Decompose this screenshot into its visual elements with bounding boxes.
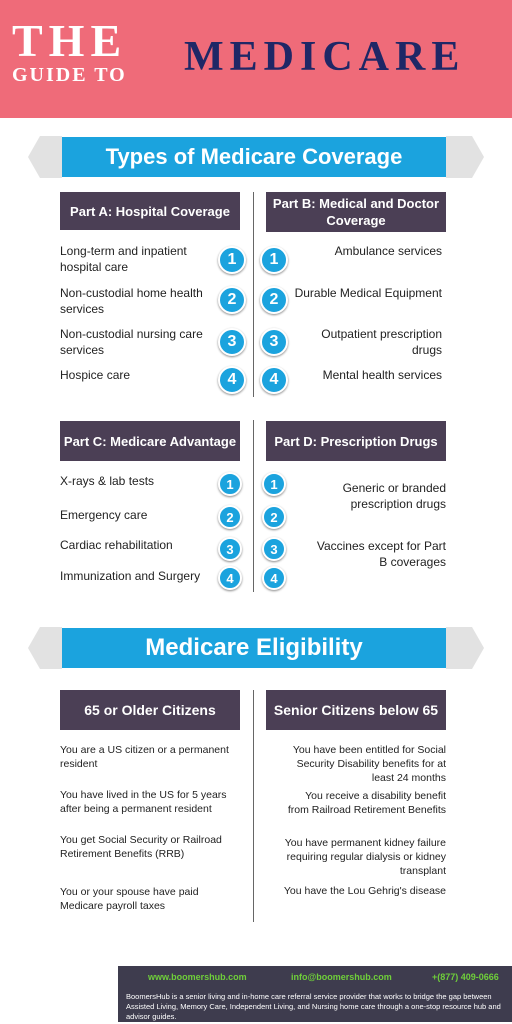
number-badge: 1 (218, 472, 242, 496)
eligibility-item: You have been entitled for Social Securi… (292, 744, 446, 784)
number-badge: 4 (262, 566, 286, 590)
number-badge: 1 (262, 472, 286, 496)
number-badge: 2 (218, 505, 242, 529)
part-header: Part B: Medical and Doctor Coverage (266, 192, 446, 232)
number-badge: 2 (260, 286, 288, 314)
coverage-item: Ambulance services (334, 244, 442, 258)
coverage-item: Cardiac rehabilitation (60, 538, 173, 552)
number-badge: 2 (262, 505, 286, 529)
section-banner: Types of Medicare Coverage (62, 137, 446, 177)
section-banner: Medicare Eligibility (62, 628, 446, 668)
header (0, 0, 512, 118)
number-badge: 1 (260, 246, 288, 274)
group-header: Senior Citizens below 65 (266, 690, 446, 730)
footer (118, 966, 512, 1022)
number-badge: 3 (262, 537, 286, 561)
number-badge: 3 (218, 328, 246, 356)
number-badge: 4 (260, 366, 288, 394)
coverage-item: Non-custodial home health services (60, 286, 203, 316)
number-badge: 3 (218, 537, 242, 561)
title-guide: GUIDE TO (12, 64, 127, 86)
coverage-item: Generic or branded prescription drugs (342, 481, 446, 511)
footer-email: info@boomershub.com (291, 972, 392, 982)
coverage-item: Non-custodial nursing care services (60, 327, 203, 357)
divider (253, 192, 254, 397)
coverage-item: Hospice care (60, 368, 131, 382)
part-header: Part C: Medicare Advantage (60, 421, 240, 461)
eligibility-item: You have permanent kidney failure requir… (284, 837, 446, 877)
divider (253, 690, 254, 922)
coverage-item: Vaccines except for Part B coverages (316, 539, 446, 569)
eligibility-item: You have the Lou Gehrig's disease (283, 885, 446, 897)
footer-description: BoomersHub is a senior living and in-hom… (126, 992, 501, 1021)
coverage-item: Long-term and inpatient hospital care (60, 244, 187, 274)
eligibility-item: You get Social Security or Railroad Reti… (60, 834, 222, 860)
coverage-item: Outpatient prescription drugs (321, 327, 442, 357)
footer-website: www.boomershub.com (148, 972, 247, 982)
number-badge: 1 (218, 246, 246, 274)
divider (253, 420, 254, 592)
coverage-item: Durable Medical Equipment (294, 286, 442, 300)
title-the: THE (12, 15, 128, 66)
eligibility-item: You or your spouse have paid Medicare pa… (60, 886, 199, 912)
footer-phone: +(877) 409-0666 (432, 972, 499, 982)
coverage-item: Immunization and Surgery (60, 569, 201, 583)
coverage-item: Emergency care (60, 508, 148, 522)
coverage-item: Mental health services (322, 368, 442, 382)
group-header: 65 or Older Citizens (60, 690, 240, 730)
coverage-item: X-rays & lab tests (60, 474, 155, 488)
number-badge: 4 (218, 566, 242, 590)
number-badge: 4 (218, 366, 246, 394)
eligibility-item: You are a US citizen or a permanent resi… (60, 744, 229, 770)
part-header: Part A: Hospital Coverage (60, 192, 240, 230)
part-header: Part D: Prescription Drugs (266, 421, 446, 461)
title-medicare: MEDICARE (184, 34, 466, 80)
eligibility-item: You have lived in the US for 5 years aft… (60, 789, 227, 815)
eligibility-item: You receive a disability benefit from Ra… (287, 790, 446, 816)
number-badge: 2 (218, 286, 246, 314)
number-badge: 3 (260, 328, 288, 356)
